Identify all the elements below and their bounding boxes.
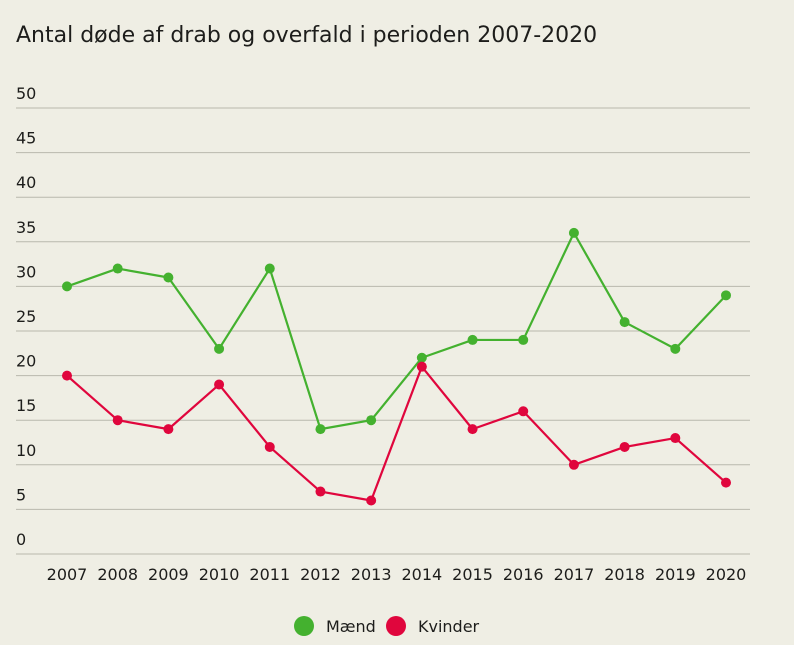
data-point: [619, 441, 630, 452]
y-tick-label: 50: [16, 84, 36, 103]
x-tick-label: 2010: [199, 565, 240, 584]
data-point: [518, 406, 529, 417]
data-point: [366, 415, 377, 426]
grid-layer: [16, 107, 750, 555]
data-point: [467, 334, 478, 345]
series-1: [62, 361, 731, 506]
x-tick-label: 2014: [401, 565, 442, 584]
x-tick-label: 2017: [554, 565, 595, 584]
legend-item: Mænd: [294, 616, 376, 636]
x-tick-label: 2015: [452, 565, 493, 584]
data-point: [670, 343, 681, 354]
x-tick-labels: 2007 2008 2009 2010 2011 2012 2013 2014 2015 2016…: [47, 565, 747, 584]
y-tick-label: 45: [16, 129, 36, 148]
y-tick-label: 10: [16, 441, 36, 460]
data-point: [62, 281, 72, 292]
legend-swatch: [386, 616, 406, 636]
data-point: [518, 334, 529, 345]
legend-swatch: [294, 616, 314, 636]
data-point: [62, 370, 72, 381]
data-point: [467, 424, 478, 435]
x-tick-label: 2019: [655, 565, 696, 584]
legend-item: Kvinder: [386, 616, 480, 636]
x-tick-label: 2018: [604, 565, 645, 584]
data-point: [721, 290, 731, 301]
data-point: [112, 415, 123, 426]
y-tick-label: 40: [16, 173, 36, 192]
series-0: [62, 227, 731, 435]
data-point: [416, 352, 427, 363]
y-tick-label: 0: [16, 530, 26, 549]
data-point: [619, 317, 630, 328]
data-point: [163, 272, 174, 283]
data-point: [214, 379, 225, 390]
data-point: [214, 343, 225, 354]
legend: Mænd Kvinder: [294, 616, 480, 636]
data-point: [568, 459, 579, 470]
data-point: [264, 441, 275, 452]
data-point: [163, 424, 174, 435]
series-line: [66, 231, 727, 431]
data-point: [416, 361, 427, 372]
y-tick-label: 25: [16, 307, 36, 326]
x-tick-label: 2012: [300, 565, 341, 584]
data-point: [264, 263, 275, 274]
data-point: [315, 486, 326, 497]
data-point: [568, 227, 579, 238]
data-point: [721, 477, 731, 488]
x-tick-label: 2008: [97, 565, 138, 584]
data-point: [315, 424, 326, 435]
series-line: [66, 365, 727, 502]
x-tick-label: 2011: [249, 565, 290, 584]
series-layer: [62, 227, 731, 506]
y-tick-label: 5: [16, 485, 26, 504]
data-point: [670, 433, 681, 444]
y-tick-label: 20: [16, 352, 36, 371]
data-point: [112, 263, 123, 274]
x-tick-label: 2007: [47, 565, 88, 584]
x-tick-label: 2016: [503, 565, 544, 584]
x-tick-label: 2020: [706, 565, 747, 584]
y-tick-label: 30: [16, 262, 36, 281]
chart-title: Antal døde af drab og overfald i periode…: [16, 23, 597, 48]
legend-label: Kvinder: [418, 617, 480, 636]
legend-label: Mænd: [326, 617, 376, 636]
y-tick-label: 15: [16, 396, 36, 415]
y-tick-labels: 0 5 10 15 20 25 30 35 40 45 50: [16, 84, 36, 549]
y-tick-label: 35: [16, 218, 36, 237]
data-point: [366, 495, 377, 506]
x-tick-label: 2013: [351, 565, 392, 584]
x-tick-label: 2009: [148, 565, 189, 584]
